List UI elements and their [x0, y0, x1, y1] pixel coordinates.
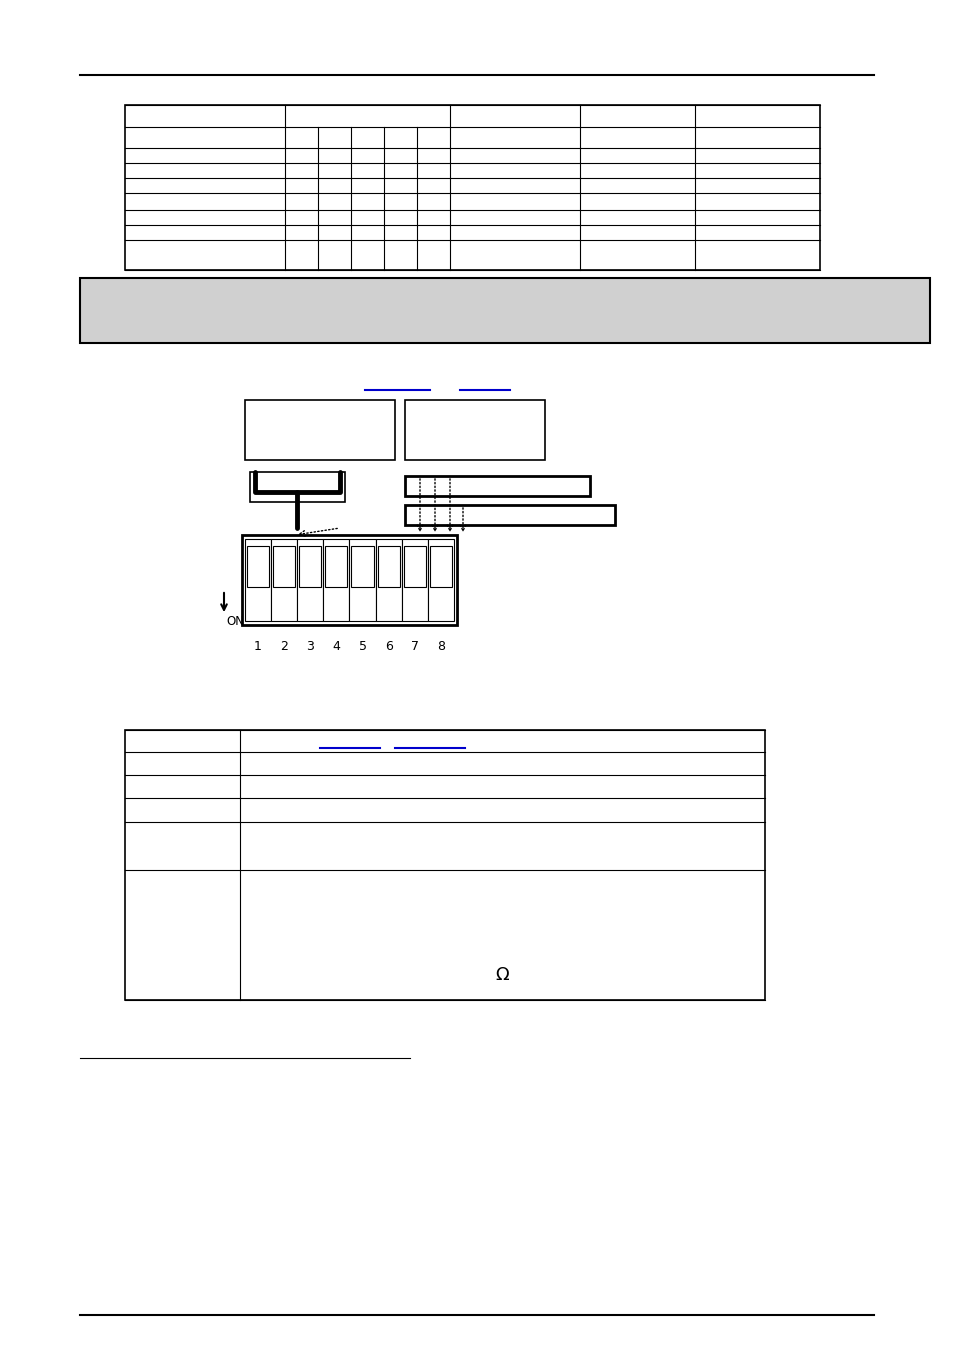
Bar	[450, 106, 579, 127]
Text: 5: 5	[358, 640, 366, 653]
Bar	[250, 473, 345, 502]
Bar	[247, 546, 269, 586]
Bar	[405, 505, 615, 525]
Bar	[403, 546, 425, 586]
Bar	[325, 546, 347, 586]
Bar	[242, 535, 456, 626]
Bar	[695, 106, 820, 127]
Bar	[579, 106, 695, 127]
Text: 4: 4	[333, 640, 340, 653]
Bar	[245, 539, 271, 621]
Text: 7: 7	[411, 640, 418, 653]
Text: 8: 8	[436, 640, 444, 653]
Bar	[377, 546, 399, 586]
Bar	[375, 539, 401, 621]
Bar	[240, 730, 764, 751]
Text: Ω: Ω	[496, 965, 509, 984]
Bar	[125, 730, 240, 751]
Bar	[245, 399, 395, 460]
Bar	[273, 546, 294, 586]
Text: 2: 2	[280, 640, 288, 653]
Bar	[405, 399, 544, 460]
Bar	[349, 539, 375, 621]
Text: 6: 6	[384, 640, 393, 653]
Text: 3: 3	[306, 640, 314, 653]
Bar	[430, 546, 452, 586]
Bar	[323, 539, 349, 621]
Bar	[125, 730, 764, 1001]
Bar	[401, 539, 428, 621]
Bar	[405, 477, 589, 496]
Bar	[297, 539, 323, 621]
Bar	[271, 539, 297, 621]
Bar	[351, 546, 374, 586]
Text: 1: 1	[253, 640, 262, 653]
Bar	[285, 106, 450, 127]
Bar	[299, 546, 321, 586]
Bar	[125, 106, 285, 127]
Text: ON: ON	[226, 615, 244, 628]
Bar	[80, 278, 929, 343]
Bar	[125, 106, 820, 269]
Bar	[428, 539, 454, 621]
